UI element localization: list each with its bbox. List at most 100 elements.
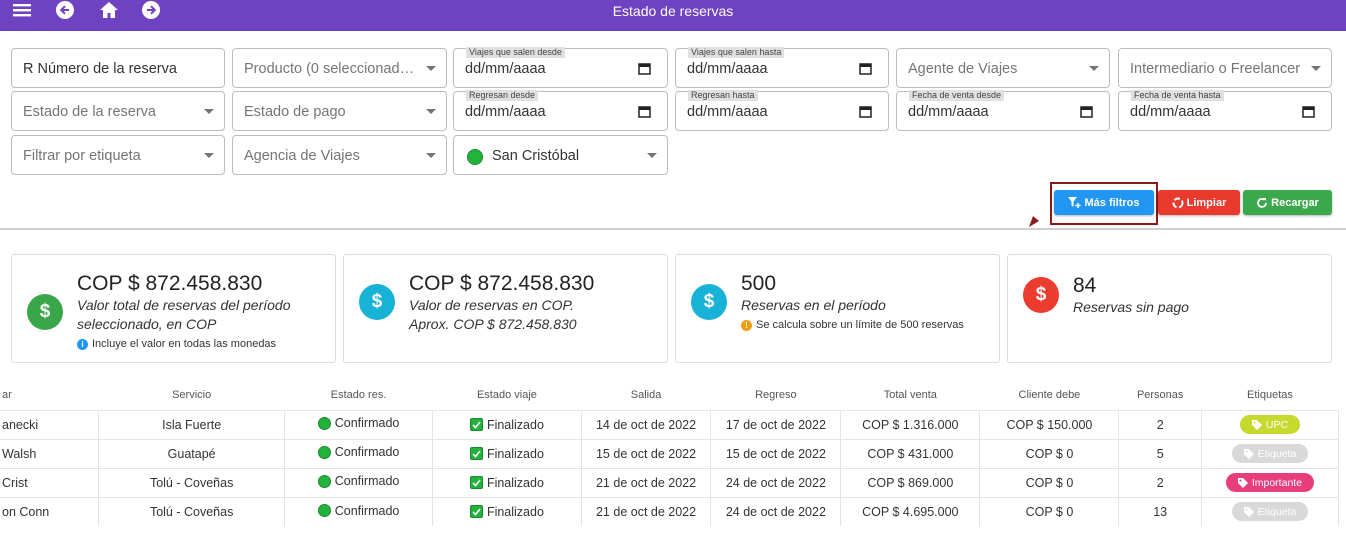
ubicacion-select[interactable]: San Cristóbal — [453, 135, 668, 175]
dollar-icon: $ — [691, 284, 727, 320]
table-row[interactable]: anecki Isla Fuerte Confirmado Finalizado… — [0, 409, 1340, 439]
salen-hasta-date[interactable]: Viajes que salen hasta dd/mm/aaaa — [675, 47, 889, 88]
section-divider — [0, 228, 1346, 230]
venta-desde-date[interactable]: Fecha de venta desde dd/mm/aaaa — [896, 90, 1110, 131]
regresan-hasta-date[interactable]: Regresan hasta dd/mm/aaaa — [675, 90, 889, 131]
cell-cliente-debe: COP $ 0 — [979, 496, 1120, 526]
reserva-number-input[interactable]: R Número de la reserva — [11, 48, 225, 88]
highlight-box — [1050, 182, 1158, 225]
intermediario-select[interactable]: Intermediario o Freelancer — [1118, 48, 1332, 88]
venta-desde-value: dd/mm/aaaa — [908, 104, 989, 120]
summary-card-reservas: $ 500 Reservas en el período ! Se calcula… — [675, 254, 1000, 363]
cell-etiquetas: Importante — [1201, 467, 1340, 497]
regresan-desde-value: dd/mm/aaaa — [465, 104, 546, 120]
venta-desde-label: Fecha de venta desde — [909, 90, 1005, 101]
etiqueta-select[interactable]: Filtrar por etiqueta — [11, 135, 225, 175]
cell-total-venta: COP $ 869.000 — [840, 467, 981, 497]
estado-pago-select[interactable]: Estado de pago — [232, 91, 447, 131]
table-row[interactable]: Walsh Guatapé Confirmado Finalizado 15 d… — [0, 438, 1340, 468]
tag-label: Etiqueta — [1257, 447, 1297, 460]
cell-regreso: 15 de oct de 2022 — [710, 438, 842, 468]
chevron-down-icon — [647, 153, 657, 158]
producto-label: Producto (0 seleccionad… — [244, 61, 415, 77]
tag-badge[interactable]: Importante — [1225, 473, 1315, 492]
calendar-icon[interactable] — [859, 105, 872, 123]
col-header-servicio[interactable]: Servicio — [172, 389, 212, 402]
cell-personas: 5 — [1118, 438, 1202, 468]
calendar-icon[interactable] — [638, 105, 651, 123]
regresan-hasta-label: Regresan hasta — [688, 90, 758, 101]
back-icon[interactable] — [56, 0, 74, 20]
col-header-estado-viaje[interactable]: Estado viaje — [476, 389, 537, 402]
info-icon: i — [77, 338, 88, 350]
checkbox-checked-icon — [469, 476, 483, 489]
filter-plus-icon — [1068, 197, 1081, 208]
card-desc-line1: Reservas en el período — [741, 297, 886, 313]
venta-hasta-date[interactable]: Fecha de venta hasta dd/mm/aaaa — [1118, 90, 1332, 131]
calendar-icon[interactable] — [638, 62, 651, 80]
cell-estado-res: Confirmado — [284, 409, 434, 439]
table-row[interactable]: on Conn Tolú - Coveñas Confirmado Finali… — [0, 496, 1340, 526]
home-icon[interactable] — [98, 0, 120, 20]
dollar-icon: $ — [27, 294, 63, 330]
regresan-desde-date[interactable]: Regresan desde dd/mm/aaaa — [453, 90, 668, 131]
tag-label: UPC — [1265, 418, 1289, 431]
col-header-salida[interactable]: Salida — [630, 389, 662, 402]
cell-estado-res: Confirmado — [284, 467, 434, 497]
col-header-personas[interactable]: Personas — [1136, 389, 1184, 402]
table-header-row: ar Servicio Estado res. Estado viaje Sal… — [0, 381, 1339, 410]
calendar-icon[interactable] — [1302, 105, 1315, 123]
status-dot-icon — [317, 445, 331, 459]
cell-cliente: Walsh — [0, 438, 100, 468]
cell-cliente-debe: COP $ 0 — [979, 438, 1120, 468]
limpiar-button[interactable]: Limpiar — [1158, 190, 1240, 215]
producto-select[interactable]: Producto (0 seleccionad… — [232, 48, 447, 88]
tag-icon — [1243, 448, 1254, 459]
tag-badge[interactable]: Etiqueta — [1231, 444, 1309, 463]
tag-icon — [1243, 506, 1254, 517]
dollar-icon: $ — [1023, 277, 1059, 313]
estado-reserva-select[interactable]: Estado de la reserva — [11, 91, 225, 131]
cell-etiquetas: UPC — [1201, 409, 1340, 439]
col-header-cliente-debe[interactable]: Cliente debe — [1018, 389, 1081, 402]
chevron-down-icon — [204, 153, 214, 158]
cell-estado-viaje: Finalizado — [432, 409, 582, 439]
salen-desde-date[interactable]: Viajes que salen desde dd/mm/aaaa — [453, 47, 668, 88]
agente-label: Agente de Viajes — [908, 61, 1018, 77]
col-header-etiquetas[interactable]: Etiquetas — [1247, 389, 1293, 402]
regresan-desde-label: Regresan desde — [466, 90, 539, 101]
cell-servicio: Isla Fuerte — [98, 409, 285, 439]
annotation-arrow-icon — [1029, 216, 1039, 227]
col-header-regreso[interactable]: Regreso — [755, 389, 797, 402]
ubicacion-label: San Cristóbal — [492, 148, 580, 164]
checkbox-checked-icon — [469, 447, 483, 460]
mas-filtros-button[interactable]: Más filtros — [1054, 190, 1154, 215]
agente-select[interactable]: Agente de Viajes — [896, 48, 1110, 88]
col-header-cliente[interactable]: ar — [2, 389, 12, 402]
card-desc-line1: Valor total de reservas del período — [77, 297, 291, 313]
estado-res-text: Confirmado — [334, 416, 400, 431]
estado-viaje-text: Finalizado — [486, 446, 544, 461]
col-header-total-venta[interactable]: Total venta — [883, 389, 937, 402]
chevron-down-icon — [1089, 66, 1099, 71]
table-row[interactable]: Crist Tolú - Coveñas Confirmado Finaliza… — [0, 467, 1340, 497]
tag-label: Etiqueta — [1257, 505, 1297, 518]
card-desc-line1: Reservas sin pago — [1073, 299, 1189, 315]
estado-res-text: Confirmado — [334, 474, 400, 489]
calendar-icon[interactable] — [859, 62, 872, 80]
forward-icon[interactable] — [142, 0, 160, 20]
cell-cliente-debe: COP $ 0 — [979, 467, 1120, 497]
tag-icon — [1237, 477, 1248, 488]
recargar-button[interactable]: Recargar — [1243, 190, 1332, 215]
agencia-select[interactable]: Agencia de Viajes — [232, 135, 447, 175]
col-header-estado-res[interactable]: Estado res. — [330, 389, 387, 402]
tag-badge[interactable]: UPC — [1239, 415, 1301, 434]
card-amount: COP $ 872.458.830 — [409, 272, 595, 295]
menu-icon[interactable] — [12, 0, 32, 20]
calendar-icon[interactable] — [1080, 105, 1093, 123]
mas-filtros-label: Más filtros — [1084, 196, 1140, 209]
tag-badge[interactable]: Etiqueta — [1231, 502, 1309, 522]
estado-pago-label: Estado de pago — [244, 104, 346, 120]
reservas-table: ar Servicio Estado res. Estado viaje Sal… — [0, 381, 1340, 526]
venta-hasta-value: dd/mm/aaaa — [1130, 104, 1211, 120]
